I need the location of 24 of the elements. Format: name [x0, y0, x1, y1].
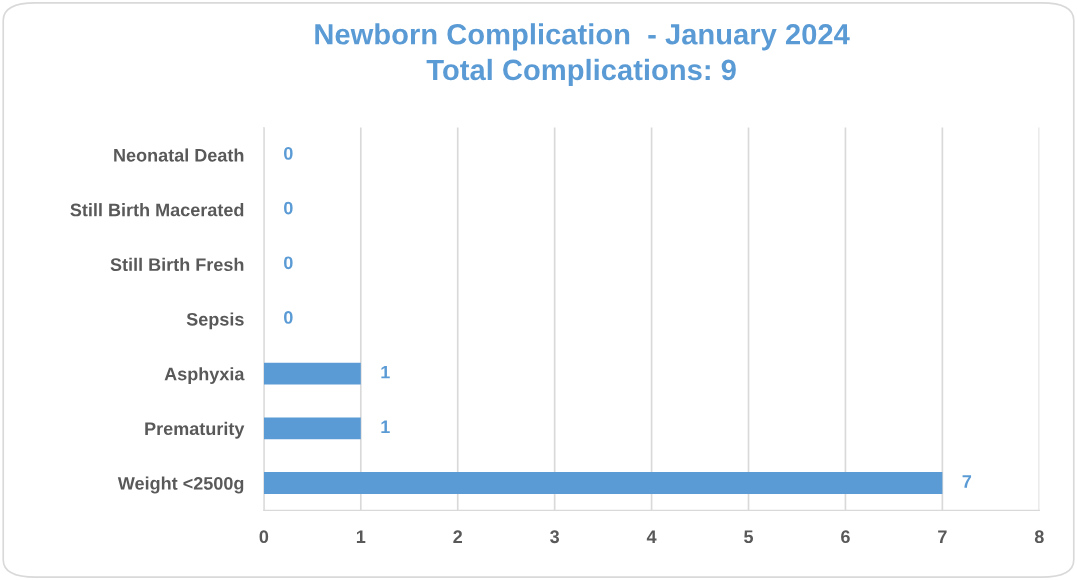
data-label: 1: [381, 365, 390, 379]
x-tick-label: 4: [646, 530, 657, 543]
y-tick-label: Weight <2500g: [117, 476, 244, 494]
data-label: 0: [284, 147, 293, 160]
y-tick-label: Still Birth Fresh: [110, 257, 244, 272]
x-tick-label: 3: [550, 530, 560, 544]
y-tick-label: Neonatal Death: [114, 148, 244, 162]
chart-title: Newborn Complication - January 2024 Total Complications: 9: [315, 23, 850, 87]
x-tick-label: 1: [356, 530, 366, 543]
x-tick-label: 7: [938, 530, 947, 543]
y-tick-label: Prematurity: [145, 421, 245, 439]
data-label: 7: [962, 475, 972, 488]
y-tick-label: Asphyxia: [164, 367, 245, 384]
x-tick-label: 6: [841, 530, 850, 544]
data-label: 0: [284, 311, 293, 324]
y-tick-label: Still Birth Macerated: [70, 203, 244, 217]
x-tick-label: 2: [453, 530, 463, 543]
x-tick-label: 8: [1034, 530, 1044, 544]
data-label: 0: [284, 201, 293, 215]
data-label: 1: [381, 420, 390, 434]
data-label: 0: [284, 256, 293, 270]
x-tick-label: 0: [259, 530, 269, 544]
y-tick-label: Sepsis: [186, 312, 244, 330]
x-tick-label: 5: [744, 530, 754, 544]
